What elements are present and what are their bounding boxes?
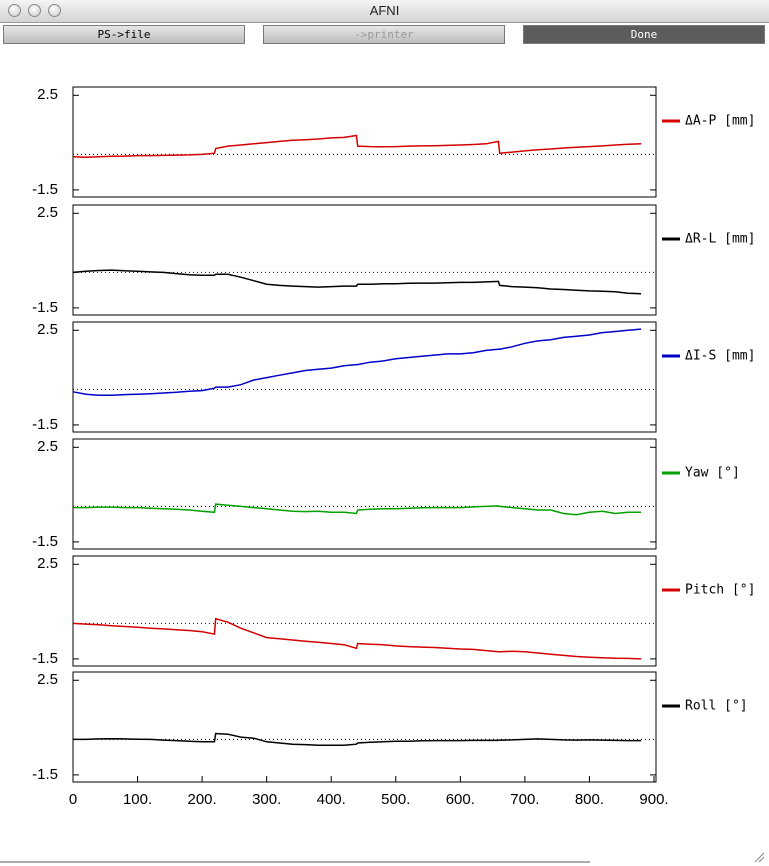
x-tick-label: 300. [252,791,281,808]
resize-grip [754,852,765,863]
legend-label: Yaw [°] [685,466,740,481]
y-tick-label: -1.5 [32,766,58,783]
plot-frame [72,438,657,550]
x-tick-label: 100. [123,791,152,808]
close-button[interactable] [8,4,21,17]
legend-label: Roll [°] [685,699,748,714]
y-tick-label: 2.5 [37,555,58,572]
plot-frame [72,321,657,433]
printer-button[interactable]: ->printer [263,25,505,44]
y-tick-label: -1.5 [32,416,58,433]
zoom-button[interactable] [48,4,61,17]
legend-label: ΔI-S [mm] [685,349,755,364]
x-tick-label: 0 [69,791,77,808]
data-line [72,328,642,397]
y-tick-label: 2.5 [37,438,58,455]
minimize-button[interactable] [28,4,41,17]
y-tick-label: -1.5 [32,650,58,667]
y-tick-label: 2.5 [37,204,58,221]
plot-frame [72,555,657,667]
legend-label: ΔA-P [mm] [685,114,755,129]
ps-file-button[interactable]: PS->file [3,25,245,44]
title-bar: AFNI [0,0,769,23]
plot-frame [72,204,657,316]
x-tick-label: 400. [317,791,346,808]
y-tick-label: -1.5 [32,533,58,550]
data-line [72,269,642,295]
x-tick-label: 500. [381,791,410,808]
data-line [73,503,642,516]
window-title: AFNI [369,3,400,18]
x-tick-label: 600. [446,791,475,808]
x-tick-label: 800. [575,791,604,808]
x-tick-label: 900. [639,791,668,808]
y-tick-label: -1.5 [32,299,58,316]
done-button[interactable]: Done [523,25,765,44]
legend-label: ΔR-L [mm] [685,232,755,247]
y-tick-label: 2.5 [37,671,58,688]
plot-frame [72,86,657,198]
plot-frame [72,671,657,783]
y-tick-label: 2.5 [37,86,58,103]
x-tick-label: 700. [510,791,539,808]
data-line [73,732,642,747]
legend-label: Pitch [°] [685,583,755,598]
y-tick-label: 2.5 [37,321,58,338]
x-tick-label: 200. [188,791,217,808]
data-line [72,134,642,159]
data-line [72,617,642,660]
y-tick-label: -1.5 [32,181,58,198]
